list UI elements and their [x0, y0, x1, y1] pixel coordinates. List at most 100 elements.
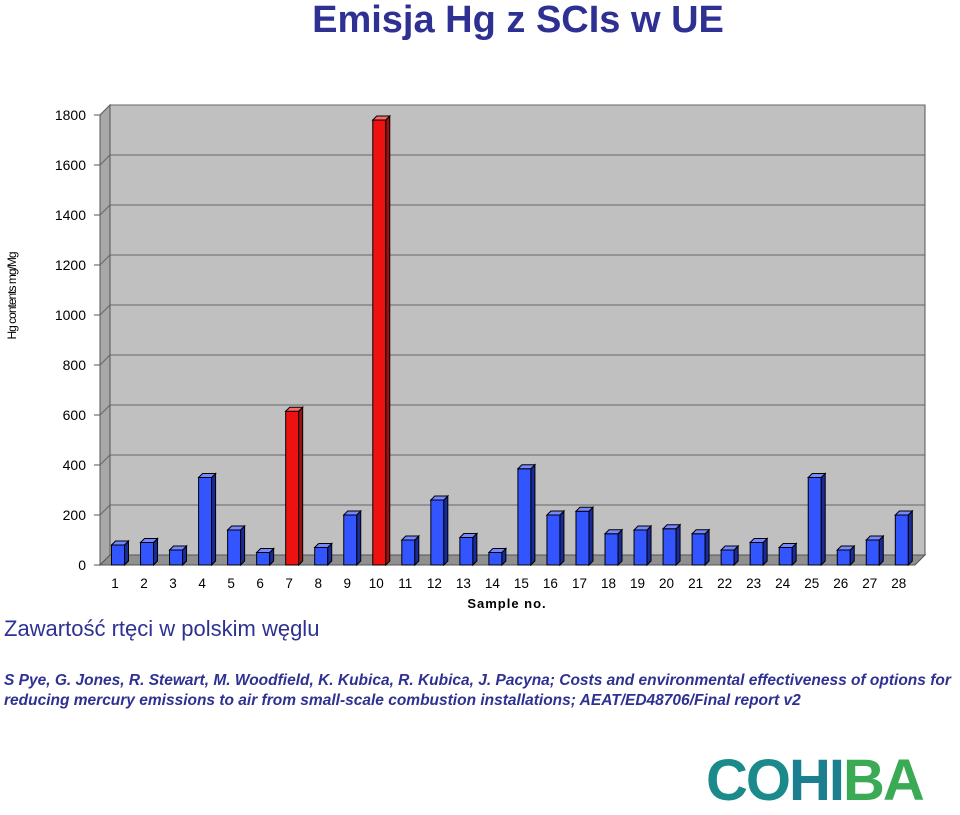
logo-letter: A [883, 752, 924, 807]
bar-top [400, 535, 421, 541]
gridline-side [99, 354, 111, 366]
bar-top [226, 525, 246, 531]
bar-front [430, 499, 445, 566]
x-tick-label: 26 [833, 576, 848, 591]
bar-top [342, 510, 362, 516]
bar-16 [545, 509, 566, 567]
bar-front [778, 547, 793, 566]
bar-front [111, 544, 125, 566]
gridline-side [99, 304, 111, 316]
x-tick-label: 14 [485, 576, 501, 591]
bar-side [820, 472, 826, 567]
bar-front [459, 537, 474, 566]
bar-top [313, 543, 333, 548]
bar-front [401, 539, 416, 566]
x-tick-label: 19 [630, 576, 645, 591]
bar-22 [719, 544, 740, 567]
bar-21 [690, 528, 711, 567]
bar-3 [168, 544, 188, 567]
x-tick-label: 7 [285, 576, 293, 591]
bar-top [429, 495, 450, 501]
bar-top [458, 533, 479, 538]
gridline-side [99, 204, 111, 216]
x-tick-label: 12 [427, 576, 442, 591]
bar-13 [458, 532, 479, 567]
x-tick-label: 27 [862, 576, 877, 591]
page-title: Emisja Hg z SCIs w UE [312, 0, 724, 41]
gridline-side [99, 454, 111, 466]
bar-top [284, 406, 304, 412]
gridline-side [99, 104, 111, 116]
gridline-side [99, 254, 111, 266]
bar-top [516, 464, 537, 470]
bar-side [414, 534, 420, 567]
x-tick-label: 1 [111, 576, 119, 591]
citation-text: S Pye, G. Jones, R. Stewart, M. Woodfiel… [4, 672, 951, 709]
bar-front [894, 514, 909, 566]
bar-front [836, 549, 851, 566]
bar-front [343, 514, 358, 566]
x-tick-label: 20 [659, 576, 674, 591]
bar-side [211, 472, 217, 567]
logo-text: COHIBA [706, 752, 924, 807]
bar-top [748, 538, 769, 543]
x-tick-label: 28 [891, 576, 906, 591]
gridline-side [99, 154, 111, 166]
bar-side [588, 506, 594, 567]
floor [98, 554, 927, 566]
bar-25 [807, 472, 827, 567]
x-tick-labels: 1 2 3 4 5 6 7 8 9 10 11 12 13 14 15 16 17 18 19 20 21 22 23 24 2… [111, 576, 906, 591]
bar-front [488, 552, 503, 566]
bar-side [472, 532, 478, 567]
x-tick-label: 4 [198, 576, 206, 591]
x-tick-label: 16 [543, 576, 558, 591]
gridlines [94, 104, 925, 566]
bar-side [878, 534, 884, 567]
bar-front [807, 477, 822, 566]
logo-letter: B [843, 752, 883, 807]
bar-14 [487, 547, 508, 567]
bar-top [487, 548, 508, 553]
bar-top [632, 525, 653, 531]
bar-front [691, 533, 706, 566]
bar-top [603, 529, 624, 535]
bar-24 [777, 542, 798, 567]
bar-top [168, 545, 188, 551]
cohiba-logo: COHIBA [706, 752, 926, 807]
bar-10 [371, 114, 391, 567]
x-tick-label: 15 [514, 576, 529, 591]
bar-side [443, 494, 449, 567]
bar-19 [632, 524, 653, 567]
bar-5 [226, 524, 246, 567]
bar-side [240, 524, 246, 567]
bar-front [720, 549, 735, 566]
bar-23 [748, 537, 769, 567]
bar-18 [603, 528, 624, 567]
bar-top [661, 524, 682, 530]
bar-front [749, 542, 764, 566]
bar-26 [836, 544, 856, 567]
bar-top [110, 540, 130, 546]
bar-2 [139, 537, 159, 567]
x-tick-label: 22 [717, 576, 732, 591]
logo-letter: C [706, 752, 747, 807]
x-tick-label: 6 [256, 576, 264, 591]
y-tick-labels: 0 200 400 600 800 1000 1200 1400 1600 1800 [55, 107, 86, 573]
bar-9 [342, 509, 362, 567]
y-tick-label: 1800 [55, 107, 86, 123]
x-tick-label: 11 [398, 576, 412, 591]
bar-side [646, 524, 652, 567]
logo-letter: I [829, 752, 843, 807]
bar-front [372, 119, 387, 566]
x-tick-label: 5 [227, 576, 235, 591]
bar-top [690, 529, 711, 535]
x-tick-label: 24 [775, 576, 791, 591]
y-tick-label: 400 [63, 457, 87, 473]
bar-top [894, 510, 914, 516]
bar-top [197, 473, 217, 478]
y-tick-label: 800 [63, 357, 87, 373]
bar-top [836, 545, 856, 551]
bar-side [675, 523, 681, 567]
x-tick-label: 10 [369, 576, 384, 591]
bar-top [545, 510, 566, 516]
